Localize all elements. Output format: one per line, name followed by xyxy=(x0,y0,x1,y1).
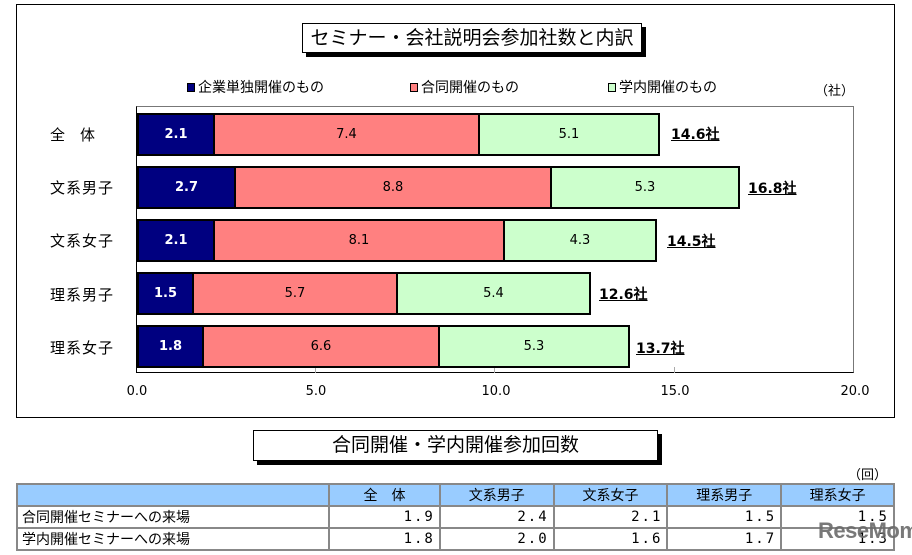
table-row: 学内開催セミナーへの来場 1.8 2.0 1.6 1.7 1.3 xyxy=(15,527,895,551)
table-header-row: 全 体 文系男子 文系女子 理系男子 理系女子 xyxy=(15,483,895,507)
table-header: 理系女子 xyxy=(780,483,895,507)
bar-segment-single: 2.7 xyxy=(137,166,234,209)
bar-total-label: 13.7社 xyxy=(636,341,685,357)
watermark-logo: ReseMom xyxy=(818,518,912,543)
table-cell: 1.5 xyxy=(780,505,895,529)
table-header xyxy=(15,483,331,507)
legend-label: 合同開催のもの xyxy=(421,80,519,96)
bar-segment-joint: 8.8 xyxy=(234,166,550,209)
bar-row-science-female: 1.8 6.6 5.3 xyxy=(137,325,630,368)
bar-row-humanities-female: 2.1 8.1 4.3 xyxy=(137,219,657,262)
chart-unit-label: （社） xyxy=(815,84,855,99)
legend-swatch-navy xyxy=(187,82,195,92)
participation-table: 全 体 文系男子 文系女子 理系男子 理系女子 合同開催セミナーへの来場 1.9… xyxy=(15,483,895,551)
table-header: 全 体 xyxy=(328,483,441,507)
legend-label: 学内開催のもの xyxy=(619,80,717,96)
table-title: 合同開催・学内開催参加回数 xyxy=(253,430,658,461)
table-cell: 1.8 xyxy=(328,527,441,551)
x-tick-label: 20.0 xyxy=(840,384,870,399)
legend-item-joint: 合同開催のもの xyxy=(410,77,519,97)
bar-total-label: 14.6社 xyxy=(671,127,720,143)
bar-segment-campus: 4.3 xyxy=(503,219,657,262)
legend-swatch-green xyxy=(608,82,616,92)
table-unit-label: （回） xyxy=(848,468,888,483)
x-gridline xyxy=(494,367,495,373)
table-cell: 2.1 xyxy=(552,505,669,529)
row-label: 合同開催セミナーへの来場 xyxy=(15,505,331,529)
category-label: 文系男子 xyxy=(50,179,115,197)
x-gridline xyxy=(315,367,316,373)
bar-segment-joint: 8.1 xyxy=(213,219,503,262)
legend-label: 企業単独開催のもの xyxy=(198,80,324,96)
table-cell: 1.7 xyxy=(666,527,783,551)
chart-title: セミナー・会社説明会参加社数と内訳 xyxy=(302,23,642,53)
x-tick-label: 0.0 xyxy=(126,384,148,399)
table-cell: 1.9 xyxy=(328,505,441,529)
category-label: 理系男子 xyxy=(50,286,115,304)
bar-segment-single: 2.1 xyxy=(137,219,213,262)
bar-segment-single: 1.5 xyxy=(137,272,192,315)
bar-segment-campus: 5.3 xyxy=(438,325,630,368)
legend-swatch-red xyxy=(410,82,418,92)
bar-total-label: 12.6社 xyxy=(599,287,648,303)
table-cell: 1.6 xyxy=(552,527,669,551)
bar-row-humanities-male: 2.7 8.8 5.3 xyxy=(137,166,740,209)
bar-segment-joint: 7.4 xyxy=(213,113,478,156)
bar-segment-campus: 5.1 xyxy=(478,113,660,156)
table-cell: 2.4 xyxy=(438,505,555,529)
legend-item-single: 企業単独開催のもの xyxy=(187,77,324,97)
bar-segment-single: 1.8 xyxy=(137,325,202,368)
table-header: 文系男子 xyxy=(438,483,555,507)
legend-item-campus: 学内開催のもの xyxy=(608,77,717,97)
bar-total-label: 14.5社 xyxy=(667,234,716,250)
bar-total-label: 16.8社 xyxy=(748,181,797,197)
table-header: 文系女子 xyxy=(552,483,669,507)
bar-segment-single: 2.1 xyxy=(137,113,213,156)
category-label: 理系女子 xyxy=(50,339,115,357)
x-tick-label: 5.0 xyxy=(305,384,327,399)
x-tick-label: 10.0 xyxy=(481,384,511,399)
x-tick-label: 15.0 xyxy=(660,384,690,399)
bar-segment-campus: 5.4 xyxy=(396,272,591,315)
table-cell: 2.0 xyxy=(438,527,555,551)
bar-row-science-male: 1.5 5.7 5.4 xyxy=(137,272,591,315)
bar-segment-joint: 5.7 xyxy=(192,272,396,315)
category-label: 文系女子 xyxy=(50,232,115,250)
table-row: 合同開催セミナーへの来場 1.9 2.4 2.1 1.5 1.5 xyxy=(15,505,895,529)
bar-row-all: 2.1 7.4 5.1 xyxy=(137,113,660,156)
row-label: 学内開催セミナーへの来場 xyxy=(15,527,331,551)
x-gridline xyxy=(674,367,675,373)
table-header: 理系男子 xyxy=(666,483,783,507)
bar-segment-campus: 5.3 xyxy=(550,166,740,209)
category-label: 全 体 xyxy=(50,126,96,144)
table-cell: 1.3 xyxy=(780,527,895,551)
table-cell: 1.5 xyxy=(666,505,783,529)
bar-segment-joint: 6.6 xyxy=(202,325,438,368)
